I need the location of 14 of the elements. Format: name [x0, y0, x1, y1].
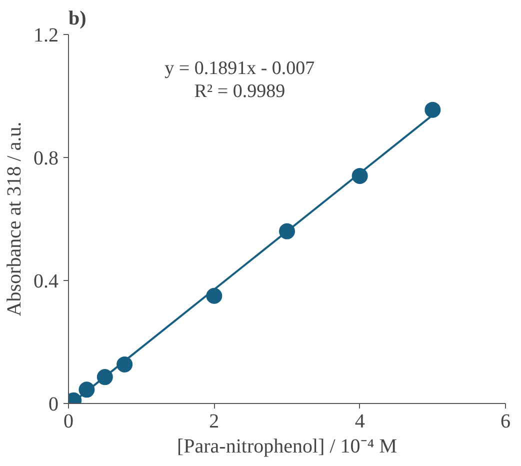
- x-tick-label: 4: [354, 410, 365, 432]
- y-tick-label: 0.4: [34, 270, 58, 292]
- point: [424, 102, 441, 118]
- x-axis-title: [Para-nitrophenol] / 10⁻⁴ M: [176, 436, 398, 458]
- x-tick-label: 6: [500, 410, 510, 432]
- y-tick-label: 1.2: [34, 24, 58, 46]
- annotation: R² = 0.9989: [194, 80, 286, 102]
- x-tick-label: 0: [64, 410, 74, 432]
- y-tick-label: 0: [48, 394, 58, 416]
- annotation: y = 0.1891x - 0.007: [164, 58, 315, 79]
- x-tick-label: 2: [209, 410, 220, 432]
- chart-title: b): [68, 8, 86, 30]
- y-axis-title: Absorbance at 318 / a.u.: [4, 122, 26, 316]
- y-tick-label: 0.8: [34, 148, 58, 170]
